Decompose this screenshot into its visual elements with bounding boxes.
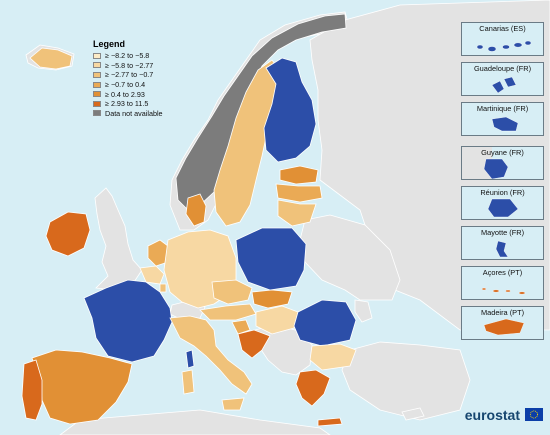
region-belgium	[139, 265, 165, 285]
legend-classes: ≥ −8.2 to −5.8 ≥ −5.8 to −2.77 ≥ −2.77 to …	[93, 51, 183, 118]
legend-label: Data not available	[105, 108, 163, 118]
inset-map: Guadeloupe (FR)	[461, 62, 544, 96]
legend-item: ≥ −0.7 to 0.4	[93, 80, 183, 90]
region-cyprus	[401, 407, 425, 421]
inset-map: Açores (PT)	[461, 266, 544, 300]
region-denmark	[185, 193, 207, 227]
region-greece	[295, 369, 331, 407]
turkey	[341, 341, 471, 421]
legend-label: ≥ −0.7 to 0.4	[105, 80, 146, 90]
eu-flag-icon	[525, 408, 543, 421]
inset-label: Martinique (FR)	[476, 104, 529, 113]
legend-swatch	[93, 110, 101, 117]
legend-item: ≥ 0.4 to 2.93	[93, 89, 183, 99]
inset-map: Madeira (PT)	[461, 306, 544, 340]
region-iceland	[29, 47, 73, 70]
region-crete	[317, 417, 343, 427]
region-ireland	[45, 211, 91, 257]
inset-label: Guadeloupe (FR)	[473, 64, 532, 73]
inset-region-shape	[476, 40, 532, 52]
inset-region-shape	[462, 147, 509, 179]
region-italy	[169, 315, 253, 395]
region-sicily	[221, 397, 245, 411]
region-latvia	[275, 183, 323, 203]
region-romania	[293, 299, 357, 347]
inset-map: Martinique (FR)	[461, 102, 544, 136]
region-bulgaria	[309, 343, 357, 371]
inset-region-shape	[481, 287, 526, 295]
region-sardinia	[181, 369, 195, 395]
legend-item: ≥ 2.93 to 11.5	[93, 99, 183, 109]
inset-region-shape	[491, 76, 517, 94]
region-czechia	[211, 279, 253, 305]
region-corsica	[185, 349, 195, 369]
legend-swatch	[93, 52, 101, 59]
legend-item: ≥ −2.77 to −0.7	[93, 70, 183, 80]
inset-region-shape	[495, 240, 509, 258]
region-france	[83, 279, 173, 363]
region-slovakia	[251, 289, 293, 309]
eu-countries	[21, 13, 425, 427]
inset-label: Mayotte (FR)	[480, 228, 525, 237]
legend-swatch	[93, 62, 101, 69]
region-lithuania	[277, 199, 317, 227]
legend-item: ≥ −5.8 to −2.77	[93, 61, 183, 71]
inset-label: Açores (PT)	[482, 268, 523, 277]
legend-title: Legend	[93, 39, 126, 49]
moldova	[354, 299, 373, 323]
inset-map: Mayotte (FR)	[461, 226, 544, 260]
legend-item: ≥ −8.2 to −5.8	[93, 51, 183, 61]
region-slovenia	[231, 319, 251, 335]
inset-map: Réunion (FR)	[461, 186, 544, 220]
legend-swatch	[93, 81, 101, 88]
region-croatia	[237, 329, 271, 359]
inset-label: Réunion (FR)	[480, 188, 525, 197]
region-luxembourg	[159, 283, 167, 293]
inset-region-shape	[491, 116, 519, 132]
legend-item: Data not available	[93, 109, 183, 119]
legend-label: ≥ −8.2 to −5.8	[105, 51, 150, 61]
region-estonia	[279, 165, 319, 185]
legend-label: ≥ −2.77 to −0.7	[105, 70, 154, 80]
region-hungary	[255, 305, 299, 335]
inset-map: Canarias (ES)	[461, 22, 544, 56]
inset-label: Canarias (ES)	[479, 24, 526, 33]
inset-label: Madeira (PT)	[480, 308, 525, 317]
legend-swatch	[93, 91, 101, 98]
eurostat-logo: eurostat	[464, 407, 520, 423]
legend-swatch	[93, 71, 101, 78]
inset-label: Guyane (FR)	[481, 148, 524, 157]
region-finland	[263, 57, 317, 163]
legend-label: ≥ 0.4 to 2.93	[105, 89, 145, 99]
legend: Legend ≥ −8.2 to −5.8 ≥ −5.8 to −2.77 ≥ −2…	[93, 39, 183, 118]
inset-region-shape	[487, 198, 519, 218]
inset-map: Guyane (FR)	[461, 146, 544, 180]
legend-label: ≥ 2.93 to 11.5	[105, 99, 149, 109]
region-poland	[235, 227, 307, 291]
legend-swatch	[93, 100, 101, 107]
legend-label: ≥ −5.8 to −2.77	[105, 60, 154, 70]
region-portugal	[21, 359, 43, 421]
inset-region-shape	[483, 318, 525, 336]
